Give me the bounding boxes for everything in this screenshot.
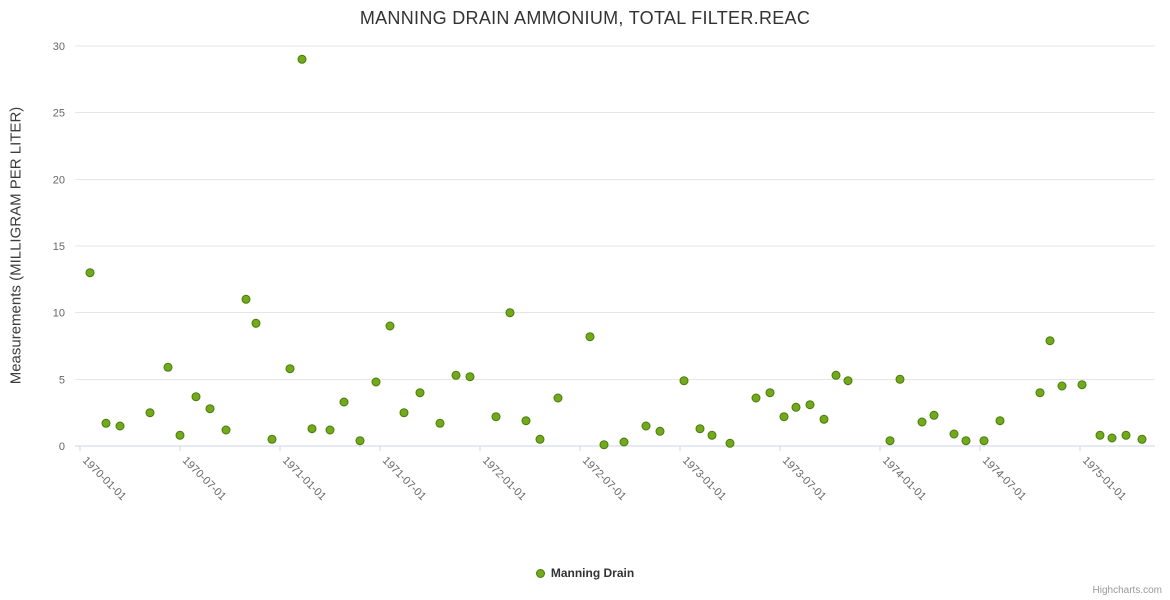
y-tick-label: 20: [53, 174, 65, 186]
x-tick-label: 1970-01-01: [80, 455, 128, 503]
chart-title: MANNING DRAIN AMMONIUM, TOTAL FILTER.REA…: [359, 8, 811, 28]
data-point[interactable]: [1045, 336, 1055, 346]
data-point[interactable]: [707, 430, 717, 440]
data-point[interactable]: [843, 376, 853, 386]
data-point[interactable]: [145, 408, 155, 418]
data-point[interactable]: [1107, 433, 1117, 443]
legend-marker-icon: [535, 568, 545, 578]
x-tick-label: 1974-07-01: [980, 455, 1028, 503]
data-point[interactable]: [995, 416, 1005, 426]
data-point[interactable]: [599, 440, 609, 450]
y-tick-label: 5: [59, 374, 65, 386]
data-point[interactable]: [641, 421, 651, 431]
data-point[interactable]: [85, 268, 95, 278]
y-tick-label: 15: [53, 241, 65, 253]
x-tick-label: 1972-01-01: [480, 455, 528, 503]
y-tick-label: 25: [53, 108, 65, 120]
x-tick-label: 1970-07-01: [180, 455, 228, 503]
data-point[interactable]: [779, 412, 789, 422]
data-point[interactable]: [619, 437, 629, 447]
legend-label: Manning Drain: [550, 566, 635, 580]
data-point[interactable]: [371, 377, 381, 387]
data-point[interactable]: [655, 426, 665, 436]
data-point[interactable]: [385, 321, 395, 331]
data-point[interactable]: [101, 418, 111, 428]
y-tick-label: 30: [53, 41, 65, 53]
data-point[interactable]: [885, 436, 895, 446]
data-point[interactable]: [949, 429, 959, 439]
data-point[interactable]: [355, 436, 365, 446]
data-point[interactable]: [1137, 434, 1147, 444]
x-tick-label: 1972-07-01: [580, 455, 628, 503]
data-point[interactable]: [251, 318, 261, 328]
data-point[interactable]: [339, 397, 349, 407]
data-point[interactable]: [1057, 381, 1067, 391]
data-point[interactable]: [1035, 388, 1045, 398]
data-point[interactable]: [505, 308, 515, 318]
data-point[interactable]: [325, 425, 335, 435]
data-point[interactable]: [297, 54, 307, 64]
x-tick-label: 1975-01-01: [1080, 455, 1128, 503]
data-point[interactable]: [805, 400, 815, 410]
data-point[interactable]: [1121, 430, 1131, 440]
data-point[interactable]: [221, 425, 231, 435]
legend[interactable]: Manning Drain: [0, 566, 1170, 580]
data-point[interactable]: [765, 388, 775, 398]
data-point[interactable]: [585, 332, 595, 342]
data-point[interactable]: [285, 364, 295, 374]
data-point[interactable]: [979, 436, 989, 446]
data-point[interactable]: [191, 392, 201, 402]
data-point[interactable]: [163, 362, 173, 372]
data-point[interactable]: [791, 402, 801, 412]
data-point[interactable]: [465, 372, 475, 382]
data-point[interactable]: [399, 408, 409, 418]
data-point[interactable]: [819, 414, 829, 424]
x-tick-label: 1971-07-01: [380, 455, 428, 503]
data-point[interactable]: [695, 424, 705, 434]
y-tick-label: 0: [59, 441, 65, 453]
data-point[interactable]: [929, 410, 939, 420]
x-tick-label: 1973-07-01: [780, 455, 828, 503]
data-point[interactable]: [831, 370, 841, 380]
data-point[interactable]: [895, 374, 905, 384]
data-point[interactable]: [679, 376, 689, 386]
data-point[interactable]: [521, 416, 531, 426]
x-tick-label: 1974-01-01: [880, 455, 928, 503]
data-point[interactable]: [961, 436, 971, 446]
data-point[interactable]: [1095, 430, 1105, 440]
data-point[interactable]: [115, 421, 125, 431]
data-point[interactable]: [535, 434, 545, 444]
highcharts-credit[interactable]: Highcharts.com: [1092, 585, 1162, 596]
data-point[interactable]: [435, 418, 445, 428]
data-point[interactable]: [175, 430, 185, 440]
data-point[interactable]: [553, 393, 563, 403]
data-point[interactable]: [1077, 380, 1087, 390]
data-point[interactable]: [751, 393, 761, 403]
y-tick-label: 10: [53, 308, 65, 320]
data-point[interactable]: [307, 424, 317, 434]
x-tick-label: 1973-01-01: [680, 455, 728, 503]
data-point[interactable]: [267, 434, 277, 444]
data-point[interactable]: [241, 294, 251, 304]
data-point[interactable]: [205, 404, 215, 414]
data-point[interactable]: [491, 412, 501, 422]
x-tick-label: 1971-01-01: [280, 455, 328, 503]
data-point[interactable]: [415, 388, 425, 398]
data-point[interactable]: [451, 370, 461, 380]
data-point[interactable]: [917, 417, 927, 427]
data-point[interactable]: [725, 438, 735, 448]
